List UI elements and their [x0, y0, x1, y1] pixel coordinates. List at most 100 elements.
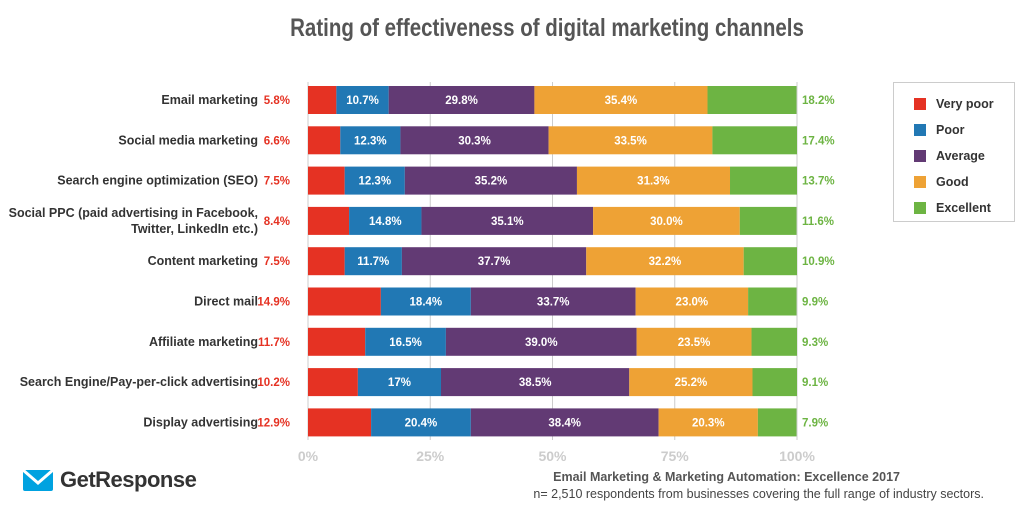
bar-segment-average	[445, 327, 637, 356]
data-label: 31.3%	[637, 176, 670, 188]
bar-segment-excellent	[748, 287, 797, 316]
data-label: 16.5%	[389, 337, 422, 349]
source-note: n= 2,510 respondents from businesses cov…	[533, 487, 984, 501]
data-label-very-poor: 11.7%	[258, 337, 290, 349]
getresponse-logo: GetResponse	[22, 467, 197, 493]
data-label: 20.4%	[405, 417, 438, 429]
bar-segment-good	[636, 327, 752, 356]
data-label-very-poor: 8.4%	[264, 216, 290, 228]
data-label: 37.7%	[478, 256, 511, 268]
bar-segment-poor	[340, 126, 401, 155]
legend-swatch	[914, 202, 926, 214]
bar-segment-very-poor	[308, 408, 372, 437]
data-label-very-poor: 12.9%	[257, 417, 290, 429]
bar-segment-poor	[349, 206, 422, 235]
legend-label: Average	[936, 149, 985, 163]
bar-segment-average	[404, 166, 577, 195]
data-label-excellent: 13.7%	[802, 176, 835, 188]
data-label: 18.4%	[410, 297, 443, 309]
envelope-icon	[22, 468, 54, 491]
legend-label: Good	[936, 175, 969, 189]
data-label: 32.2%	[649, 256, 682, 268]
bar-segment-average	[400, 126, 549, 155]
legend-swatch	[914, 150, 926, 162]
legend-label: Very poor	[936, 97, 994, 111]
data-label: 23.0%	[676, 297, 709, 309]
bar-segment-poor	[371, 408, 471, 437]
category-label: Direct mail	[194, 295, 258, 309]
source-title: Email Marketing & Marketing Automation: …	[553, 470, 900, 484]
data-label: 33.7%	[537, 297, 570, 309]
legend-label: Poor	[936, 123, 965, 137]
legend-item: Excellent	[914, 195, 1014, 221]
data-label-excellent: 7.9%	[802, 417, 828, 429]
data-label: 25.2%	[675, 377, 708, 389]
legend-item: Average	[914, 143, 1014, 169]
data-label: 33.5%	[614, 135, 647, 147]
data-label: 30.3%	[458, 135, 491, 147]
bar-segment-excellent	[730, 166, 797, 195]
data-label: 17%	[388, 377, 411, 389]
category-label: Content marketing	[148, 254, 258, 268]
bar-segment-average	[401, 247, 587, 276]
data-label: 12.3%	[358, 176, 391, 188]
bar-segment-very-poor	[308, 126, 341, 155]
x-tick-label: 0%	[298, 448, 319, 464]
bar-segment-very-poor	[308, 166, 345, 195]
bar-segment-good	[593, 206, 740, 235]
category-label: Display advertising	[143, 415, 258, 429]
data-label-excellent: 10.9%	[802, 256, 835, 268]
bar-segment-poor	[344, 166, 405, 195]
bar-segment-excellent	[743, 247, 797, 276]
data-label: 29.8%	[445, 95, 478, 107]
data-label-excellent: 9.3%	[802, 337, 828, 349]
category-label: Twitter, LinkedIn etc.)	[131, 222, 258, 236]
data-label: 23.5%	[678, 337, 711, 349]
category-label: Social PPC (paid advertising in Facebook…	[9, 206, 258, 220]
legend-item: Poor	[914, 117, 1014, 143]
bar-segment-very-poor	[308, 368, 358, 397]
data-label-very-poor: 5.8%	[264, 95, 290, 107]
data-label: 11.7%	[357, 256, 389, 268]
bar-segment-excellent	[739, 206, 797, 235]
brand-name: GetResponse	[60, 467, 197, 492]
data-label: 38.4%	[548, 417, 581, 429]
data-label-very-poor: 6.6%	[264, 135, 290, 147]
data-label-excellent: 17.4%	[802, 135, 835, 147]
category-label: Search Engine/Pay-per-click advertising	[20, 375, 258, 389]
bar-segment-very-poor	[308, 206, 350, 235]
bar-segment-very-poor	[308, 287, 381, 316]
x-tick-label: 25%	[416, 448, 445, 464]
bar-segment-good	[629, 368, 753, 397]
bar-segment-very-poor	[308, 86, 337, 114]
bar-segment-good	[548, 126, 713, 155]
data-label: 14.8%	[369, 216, 402, 228]
data-label: 12.3%	[354, 135, 387, 147]
legend-swatch	[914, 176, 926, 188]
bar-segment-poor	[357, 368, 442, 397]
data-label-excellent: 9.9%	[802, 297, 828, 309]
data-label-very-poor: 7.5%	[264, 256, 290, 268]
data-label-very-poor: 14.9%	[257, 297, 290, 309]
x-tick-label: 100%	[779, 448, 815, 464]
data-label: 20.3%	[692, 417, 725, 429]
bar-segment-excellent	[707, 86, 797, 114]
bar-segment-good	[635, 287, 749, 316]
bar-segment-average	[421, 206, 594, 235]
bar-segment-excellent	[757, 408, 797, 437]
data-label-very-poor: 7.5%	[264, 176, 290, 188]
legend-swatch	[914, 124, 926, 136]
chart-title: Rating of effectiveness of digital marke…	[290, 14, 804, 42]
data-label: 10.7%	[346, 95, 379, 107]
bar-segment-good	[534, 86, 708, 114]
bar-segment-good	[658, 408, 758, 437]
data-label: 35.2%	[475, 176, 508, 188]
category-label: Search engine optimization (SEO)	[57, 174, 258, 188]
category-label: Email marketing	[161, 93, 258, 107]
data-label-excellent: 9.1%	[802, 377, 828, 389]
x-tick-label: 50%	[538, 448, 567, 464]
bar-segment-poor	[336, 86, 389, 114]
category-label: Affiliate marketing	[149, 335, 258, 349]
data-label: 30.0%	[650, 216, 683, 228]
